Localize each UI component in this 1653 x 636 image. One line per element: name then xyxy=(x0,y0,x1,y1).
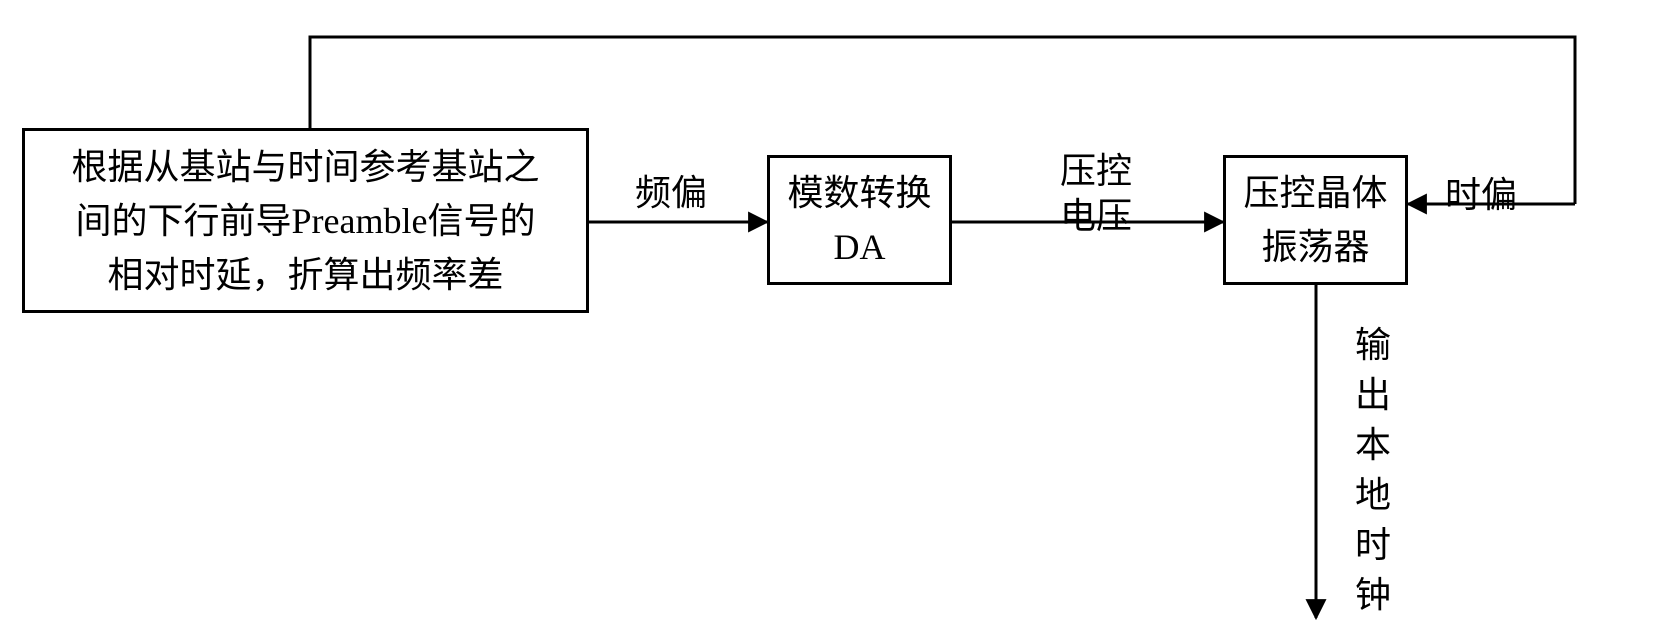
vcxo-text: 压控晶体 振荡器 xyxy=(1243,166,1387,274)
source-text: 根据从基站与时间参考基站之 间的下行前导Preamble信号的 相对时延，折算出… xyxy=(71,140,539,302)
output-label-4: 地 xyxy=(1355,472,1391,519)
source-box: 根据从基站与时间参考基站之 间的下行前导Preamble信号的 相对时延，折算出… xyxy=(22,128,589,313)
freq-offset-label: 频偏 xyxy=(635,170,707,217)
vcv-label-1: 压控 xyxy=(1060,148,1132,195)
output-label-2: 出 xyxy=(1355,372,1391,419)
output-label-3: 本 xyxy=(1355,422,1391,469)
output-label-5: 时 xyxy=(1355,522,1391,569)
da-text: 模数转换 DA xyxy=(787,166,931,274)
time-offset-label: 时偏 xyxy=(1445,172,1517,219)
output-label-1: 输 xyxy=(1355,322,1391,369)
connectors-svg xyxy=(0,0,1653,636)
da-box: 模数转换 DA xyxy=(767,155,952,285)
vcv-label-2: 电压 xyxy=(1060,193,1132,240)
output-label-6: 钟 xyxy=(1355,572,1391,619)
vcxo-box: 压控晶体 振荡器 xyxy=(1223,155,1408,285)
